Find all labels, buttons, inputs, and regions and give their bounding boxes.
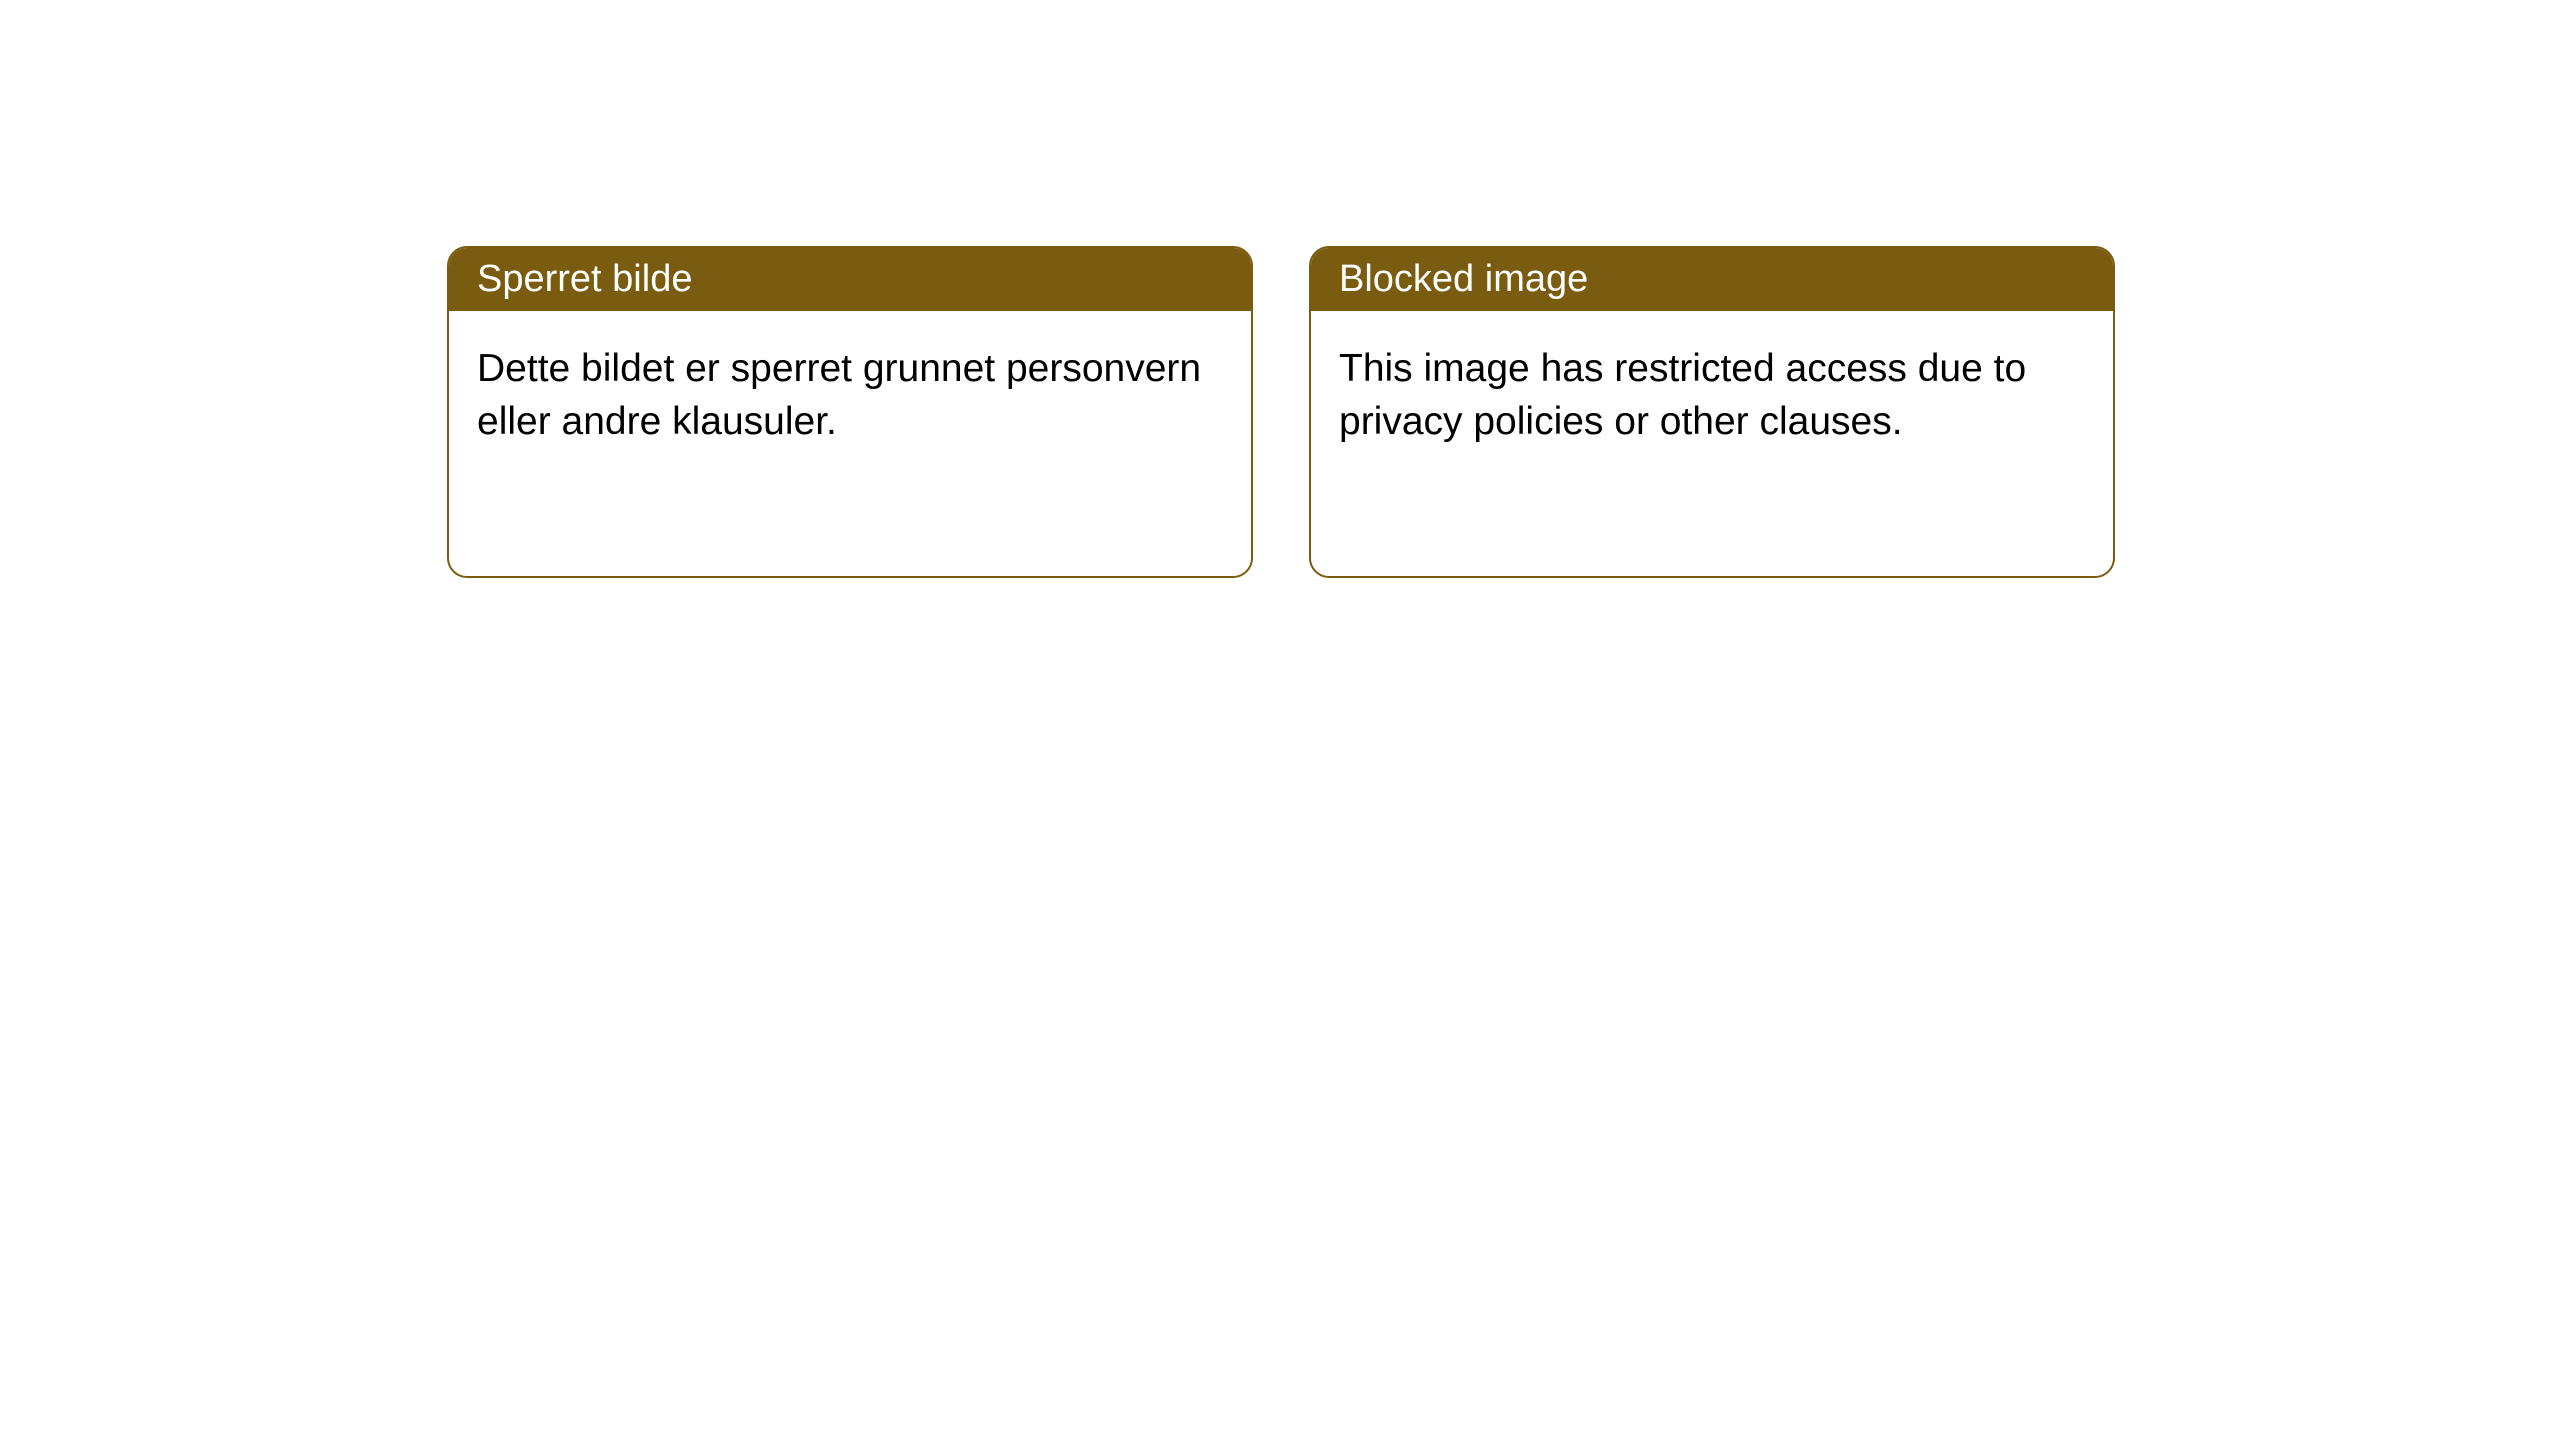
notice-card-body: This image has restricted access due to … bbox=[1311, 311, 2113, 480]
notice-card-header: Sperret bilde bbox=[449, 248, 1251, 311]
notice-card-header: Blocked image bbox=[1311, 248, 2113, 311]
notice-container: Sperret bilde Dette bildet er sperret gr… bbox=[447, 246, 2115, 578]
notice-card-body: Dette bildet er sperret grunnet personve… bbox=[449, 311, 1251, 480]
notice-card-en: Blocked image This image has restricted … bbox=[1309, 246, 2115, 578]
notice-card-no: Sperret bilde Dette bildet er sperret gr… bbox=[447, 246, 1253, 578]
